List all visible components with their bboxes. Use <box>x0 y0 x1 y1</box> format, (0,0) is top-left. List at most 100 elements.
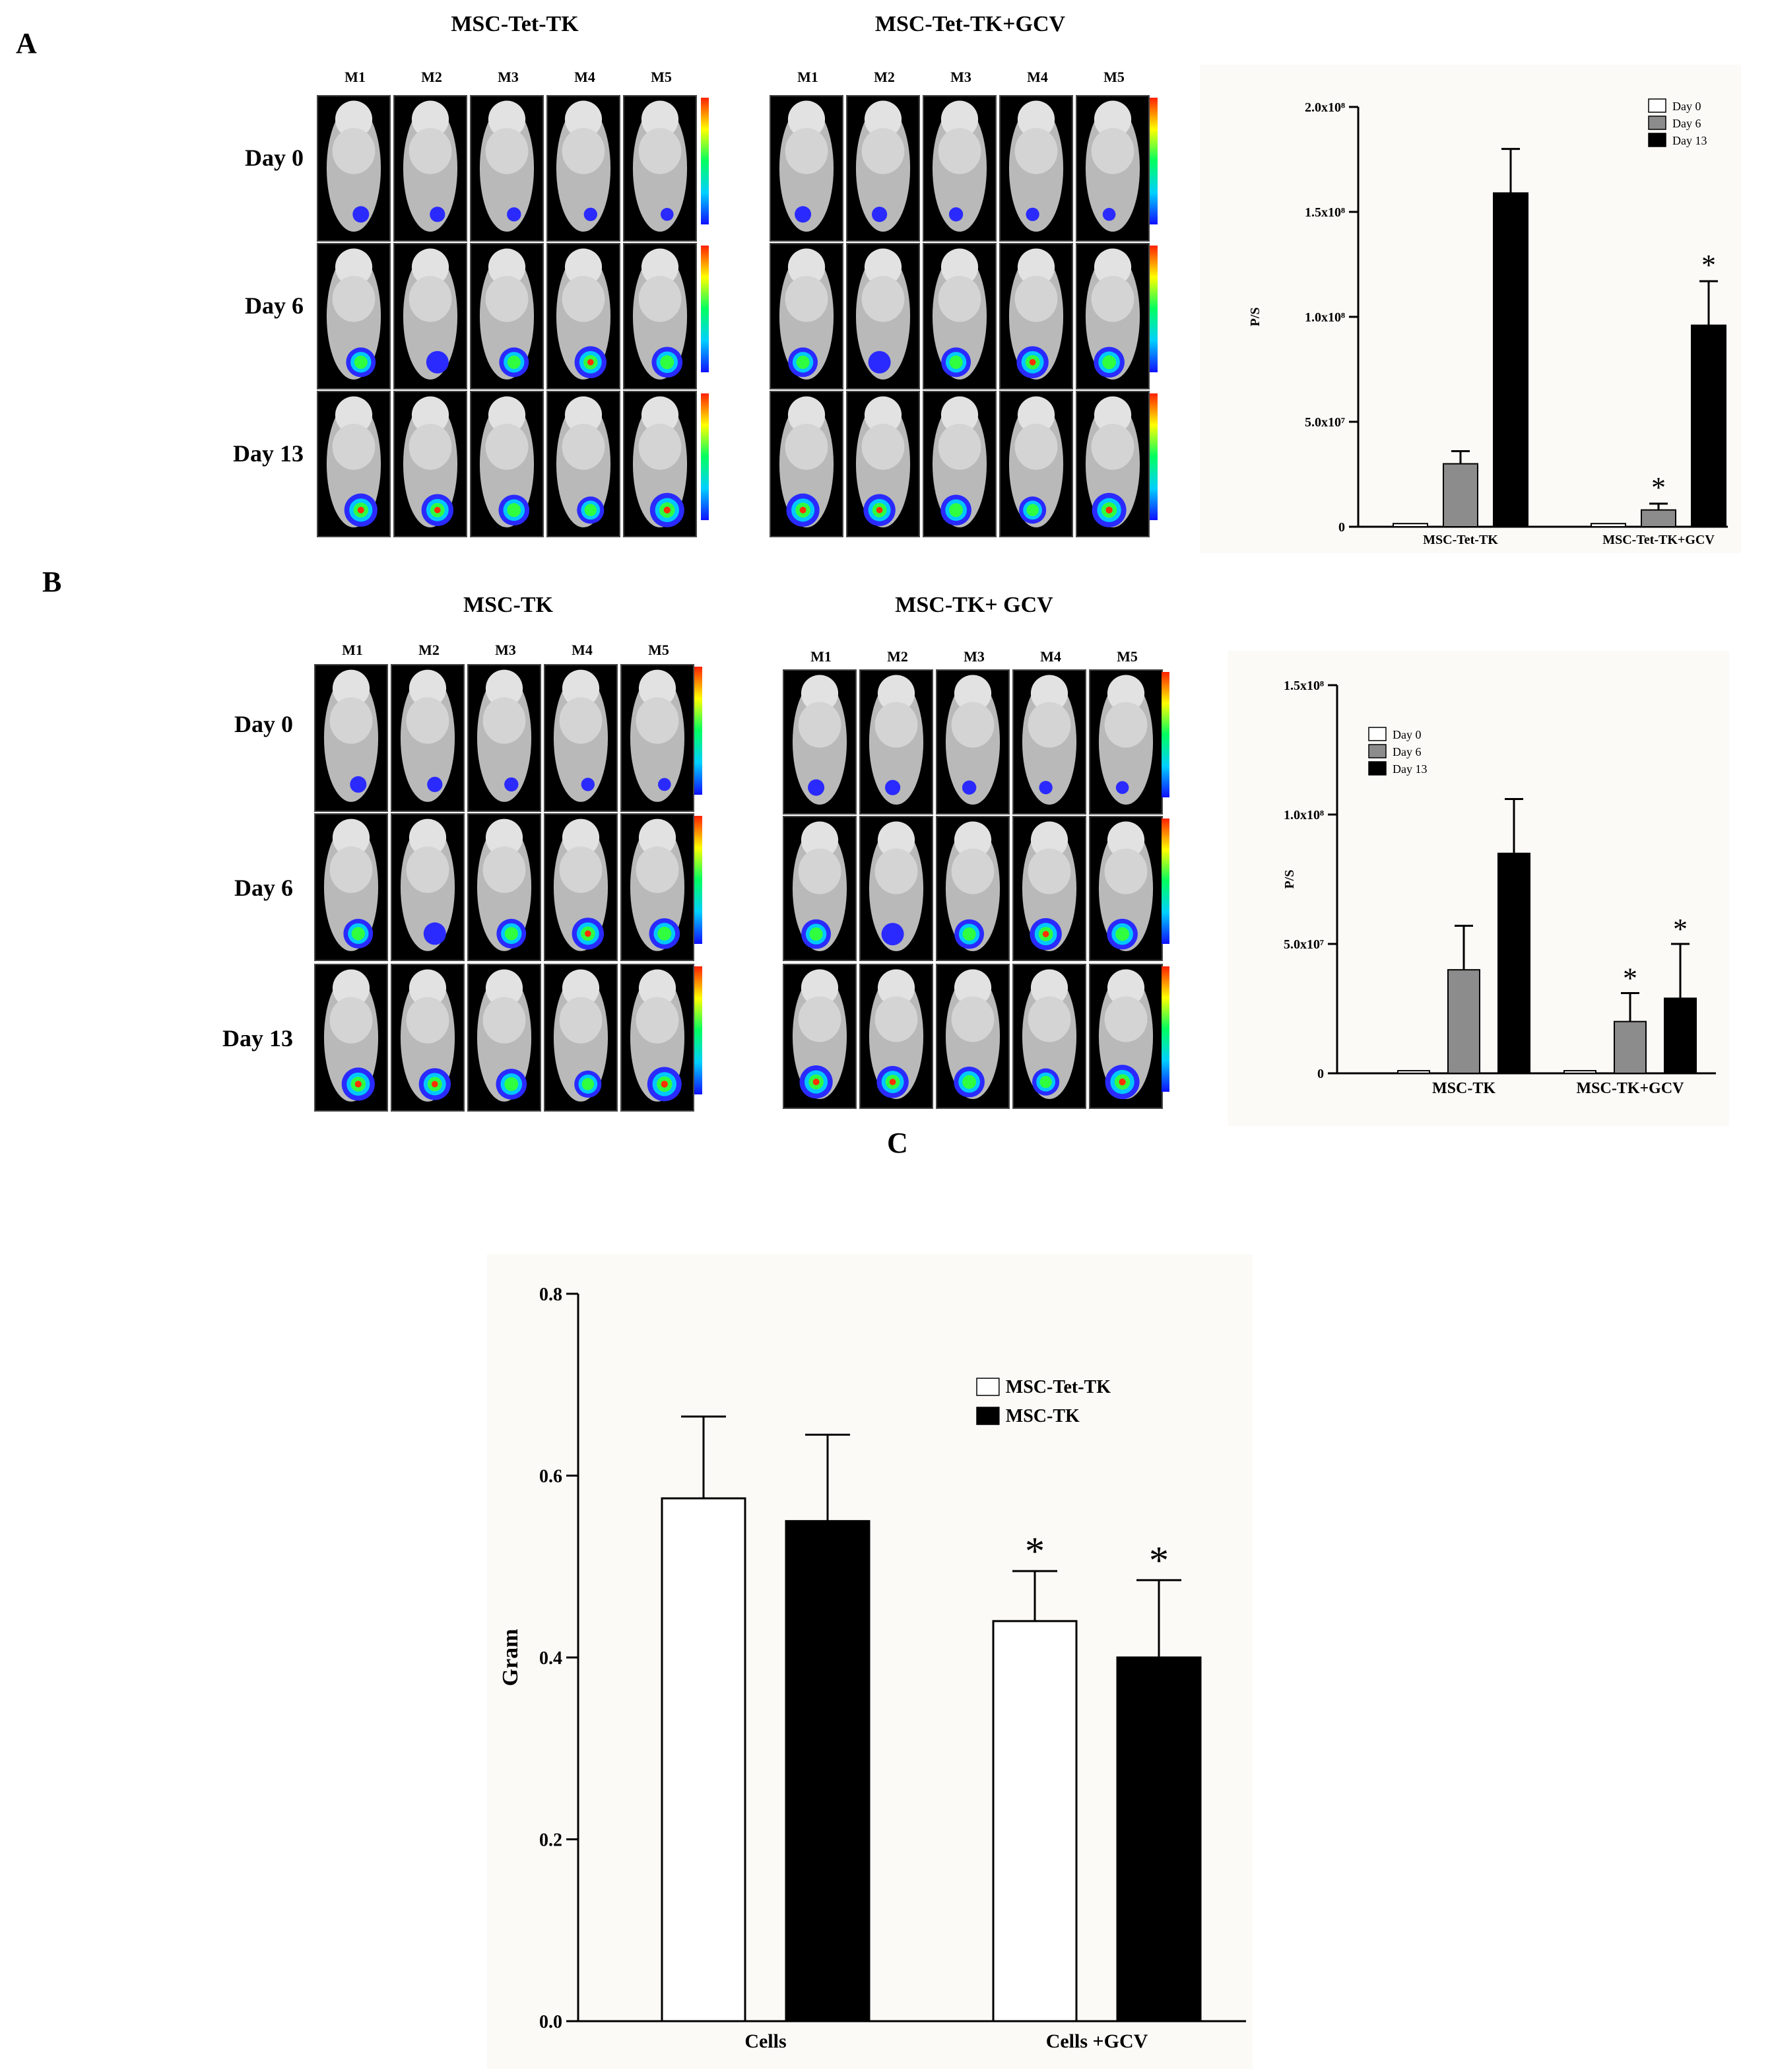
signal-spot-inner <box>657 926 672 941</box>
bar-msc-tk-day-13 <box>1497 852 1530 1074</box>
mouse-label-b2-4: M4 <box>1040 648 1061 665</box>
mouse-chest <box>482 846 526 893</box>
mouse-svg-a2-r1-m4 <box>1008 248 1064 380</box>
mouse-chest <box>485 275 529 322</box>
x-category-label: MSC-TK <box>1432 1080 1495 1097</box>
mouse-head <box>1017 248 1055 286</box>
mouse-svg-b2-r1-m2 <box>869 821 924 952</box>
signal-spot-core <box>812 1079 820 1086</box>
mouse-chest <box>1028 848 1071 894</box>
signal-spot-inner <box>354 355 368 369</box>
mouse-head <box>332 819 370 857</box>
mouse-chest <box>798 848 841 894</box>
mouse-image-b1-r0-m4 <box>544 664 618 812</box>
colorbar-a1-r1 <box>701 246 709 372</box>
mouse-chest <box>938 127 981 174</box>
signal-spot-outer <box>430 207 445 222</box>
signal-spot-core <box>1119 1078 1126 1086</box>
mouse-svg-a1-r1-m2 <box>403 248 458 380</box>
mouse-image-a1-r0-m2 <box>393 95 467 242</box>
y-tick-label: 0.6 <box>539 1466 562 1487</box>
mouse-image-b2-r2-m4 <box>1012 964 1086 1109</box>
y-tick-label: 2.0x10⁸ <box>1305 100 1345 115</box>
day-label-b1-0: Day 0 <box>234 711 293 737</box>
colorbar-a2-r1 <box>1150 246 1158 372</box>
colorbar-b1-r2 <box>694 966 702 1094</box>
mouse-head <box>488 396 526 434</box>
mouse-chest <box>785 423 828 470</box>
colorbar-b1-r0 <box>694 667 702 795</box>
mouse-head <box>940 396 979 434</box>
signal-spot-outer <box>1039 780 1053 795</box>
signal-spot-inner <box>507 355 521 369</box>
mouse-head <box>332 669 370 708</box>
mouse-svg-b2-r2-m4 <box>1022 969 1077 1100</box>
mouse-svg-b1-r1-m3 <box>476 819 532 951</box>
signal-spot-inner <box>581 1078 595 1090</box>
mouse-svg-a1-r2-m4 <box>556 396 611 527</box>
chart-a-container: 0 5.0x10⁷ 1.0x10⁸ 1.5x10⁸ 2.0x10⁸ P/S MSC-Tet-… <box>1200 65 1741 553</box>
legend-label: Day 0 <box>1672 100 1701 113</box>
mouse-head <box>787 248 826 286</box>
mouse-head <box>940 100 979 139</box>
chart-c-container: 0.0 0.2 0.4 0.6 0.8 Gram Cells * * Cells +GCV MSC-… <box>487 1254 1253 2069</box>
mouse-label-a2-4: M4 <box>1027 69 1048 85</box>
mouse-head <box>1030 675 1068 712</box>
x-category-label: Cells <box>744 2030 786 2052</box>
signal-spot-inner <box>1026 504 1039 517</box>
panel-letter-a: A <box>16 27 37 59</box>
mouse-svg-a1-r1-m5 <box>632 248 688 380</box>
mouse-svg-b2-r2-m1 <box>792 969 847 1100</box>
mouse-chest <box>638 127 682 174</box>
mouse-svg-b1-r0-m2 <box>400 669 455 802</box>
bar-cells-msc-tk <box>785 1520 871 2022</box>
mouse-svg-b1-r1-m5 <box>630 819 685 951</box>
mouse-image-a1-r2-m3 <box>470 391 544 537</box>
mouse-image-b1-r2-m5 <box>620 964 694 1112</box>
mouse-head <box>864 100 902 139</box>
mouse-image-a1-r0-m4 <box>546 95 620 242</box>
day-label-a1-1: Day 6 <box>245 292 304 319</box>
mouse-image-a1-r0-m5 <box>623 95 697 242</box>
colorbar-b2-r0 <box>1162 672 1169 797</box>
mouse-svg-b2-r2-m3 <box>945 969 1001 1100</box>
mouse-label-b1-1: M1 <box>342 642 363 658</box>
mouse-image-a1-r1-m3 <box>470 243 544 389</box>
mouse-svg-a2-r1-m5 <box>1085 248 1140 380</box>
mouse-chest <box>406 997 449 1044</box>
signal-spot-outer <box>426 351 449 374</box>
signal-spot-outer <box>1115 781 1129 794</box>
mouse-image-b2-r1-m3 <box>936 816 1010 961</box>
mouse-head <box>1107 969 1145 1007</box>
mouse-image-a1-r2-m5 <box>623 391 697 537</box>
mouse-head <box>562 669 600 708</box>
colorbar-a2-r2 <box>1150 393 1158 520</box>
signal-spot-inner <box>796 355 810 369</box>
colorbar-a1-r2 <box>701 393 709 520</box>
mouse-head <box>954 675 992 712</box>
mouse-svg-a1-r2-m3 <box>479 396 535 527</box>
bar-cells-+gcv-msc-tet-tk <box>992 1620 1078 2022</box>
mouse-image-a1-r0-m1 <box>317 95 391 242</box>
mouse-svg-b1-r0-m4 <box>553 669 608 802</box>
mouse-image-a2-r0-m1 <box>770 95 843 242</box>
mouse-chest <box>559 997 603 1044</box>
mouse-svg-a1-r2-m5 <box>632 396 688 527</box>
mouse-image-a2-r1-m2 <box>846 243 920 389</box>
mouse-image-b2-r0-m2 <box>859 669 933 815</box>
bar-msc-tk-day-6 <box>1447 969 1480 1075</box>
mouse-image-b1-r0-m3 <box>467 664 541 812</box>
mouse-image-b2-r0-m3 <box>936 669 1010 815</box>
mouse-label-b1-4: M4 <box>572 642 593 658</box>
mouse-chest <box>951 848 995 894</box>
signal-spot-core <box>1042 931 1049 937</box>
legend-swatch <box>1368 761 1387 776</box>
signal-spot-core <box>889 1079 896 1085</box>
mouse-image-a1-r1-m2 <box>393 243 467 389</box>
mouse-head <box>409 819 447 857</box>
mouse-svg-a1-r0-m4 <box>556 100 611 232</box>
mouse-head <box>1107 675 1145 712</box>
mouse-chest <box>861 127 905 174</box>
mouse-svg-a1-r2-m1 <box>326 396 381 527</box>
mouse-image-a2-r0-m5 <box>1076 95 1150 242</box>
